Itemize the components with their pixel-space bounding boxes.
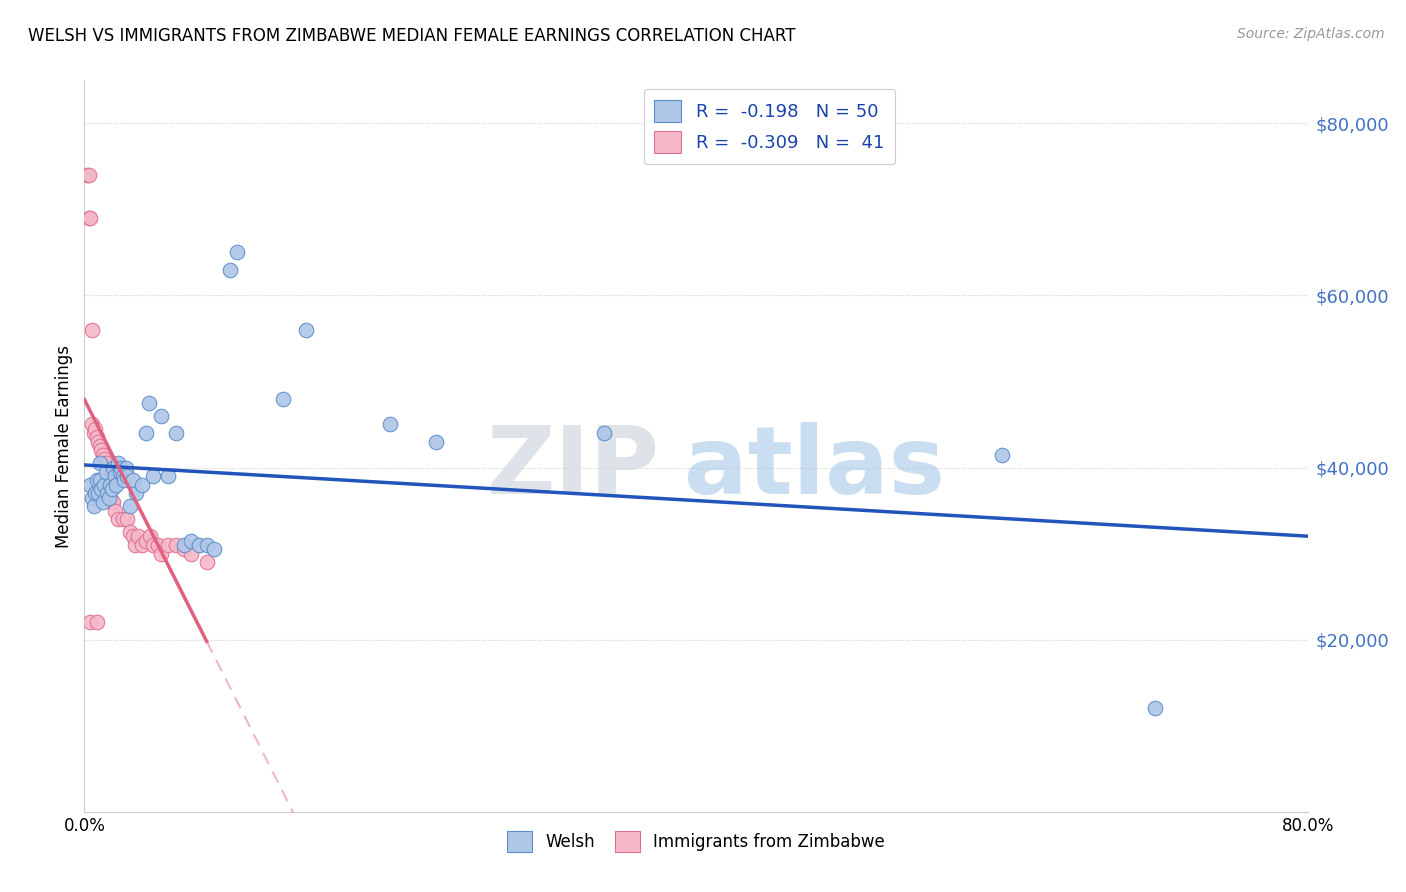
Text: ZIP: ZIP (486, 422, 659, 514)
Point (271, 392, 294, 406)
Point (89, 456, 111, 470)
Point (94, 456, 117, 470)
Point (131, 538, 153, 552)
Point (135, 533, 157, 548)
Point (84, 486, 107, 500)
Point (89, 439, 111, 453)
Point (1143, 701, 1166, 715)
Point (80, 323, 103, 337)
Point (593, 426, 616, 441)
Point (295, 323, 318, 337)
Point (991, 448, 1014, 462)
Point (104, 503, 127, 517)
Point (76, 168, 98, 182)
Point (103, 460, 125, 475)
Point (110, 460, 132, 475)
Point (98, 482, 121, 496)
Point (115, 469, 138, 483)
Point (188, 538, 211, 552)
Point (86, 474, 108, 488)
Point (120, 524, 142, 539)
Point (86, 430, 108, 444)
Point (94, 465, 117, 479)
Point (165, 538, 187, 552)
Point (195, 538, 218, 552)
Point (142, 538, 165, 552)
Point (165, 426, 187, 441)
Point (79, 211, 101, 225)
Point (96, 486, 118, 500)
Point (380, 417, 402, 432)
Point (180, 533, 202, 548)
Point (157, 469, 180, 483)
Point (79, 477, 101, 491)
Point (97, 491, 120, 505)
Point (93, 451, 115, 466)
Point (93, 477, 115, 491)
Point (120, 500, 142, 514)
Point (173, 542, 195, 557)
Point (127, 529, 149, 543)
Point (124, 538, 146, 552)
Point (115, 512, 138, 526)
Point (91, 448, 114, 462)
Point (149, 409, 172, 423)
Point (173, 538, 195, 552)
Point (122, 529, 145, 543)
Point (87, 434, 110, 449)
Point (104, 469, 127, 483)
Point (107, 512, 129, 526)
Point (83, 426, 105, 441)
Point (90, 482, 112, 496)
Point (97, 474, 120, 488)
Point (91, 495, 114, 509)
Text: atlas: atlas (683, 422, 945, 514)
Point (105, 477, 128, 491)
Point (83, 500, 105, 514)
Y-axis label: Median Female Earnings: Median Female Earnings (55, 344, 73, 548)
Point (90, 443, 112, 458)
Point (146, 538, 169, 552)
Point (218, 262, 240, 277)
Point (84, 422, 107, 436)
Point (125, 486, 148, 500)
Point (103, 495, 125, 509)
Point (80, 491, 103, 505)
Point (149, 547, 172, 561)
Point (98, 477, 121, 491)
Point (122, 474, 145, 488)
Point (108, 465, 131, 479)
Legend: Welsh, Immigrants from Zimbabwe: Welsh, Immigrants from Zimbabwe (501, 824, 891, 858)
Point (202, 542, 225, 557)
Point (107, 456, 129, 470)
Point (111, 512, 134, 526)
Point (87, 486, 110, 500)
Point (101, 482, 124, 496)
Point (112, 474, 135, 488)
Point (77, 168, 100, 182)
Point (77, 211, 100, 225)
Point (180, 547, 202, 561)
Point (226, 245, 249, 260)
Point (139, 529, 162, 543)
Point (138, 396, 160, 410)
Point (86, 615, 108, 630)
Point (131, 477, 153, 491)
Text: WELSH VS IMMIGRANTS FROM ZIMBABWE MEDIAN FEMALE EARNINGS CORRELATION CHART: WELSH VS IMMIGRANTS FROM ZIMBABWE MEDIAN… (28, 27, 796, 45)
Point (114, 460, 136, 475)
Point (111, 469, 134, 483)
Point (80, 417, 103, 432)
Point (79, 615, 101, 630)
Point (157, 538, 180, 552)
Point (195, 555, 218, 569)
Point (142, 469, 165, 483)
Point (425, 434, 447, 449)
Point (101, 495, 124, 509)
Point (96, 469, 118, 483)
Point (135, 426, 157, 441)
Point (89, 474, 111, 488)
Text: Source: ZipAtlas.com: Source: ZipAtlas.com (1237, 27, 1385, 41)
